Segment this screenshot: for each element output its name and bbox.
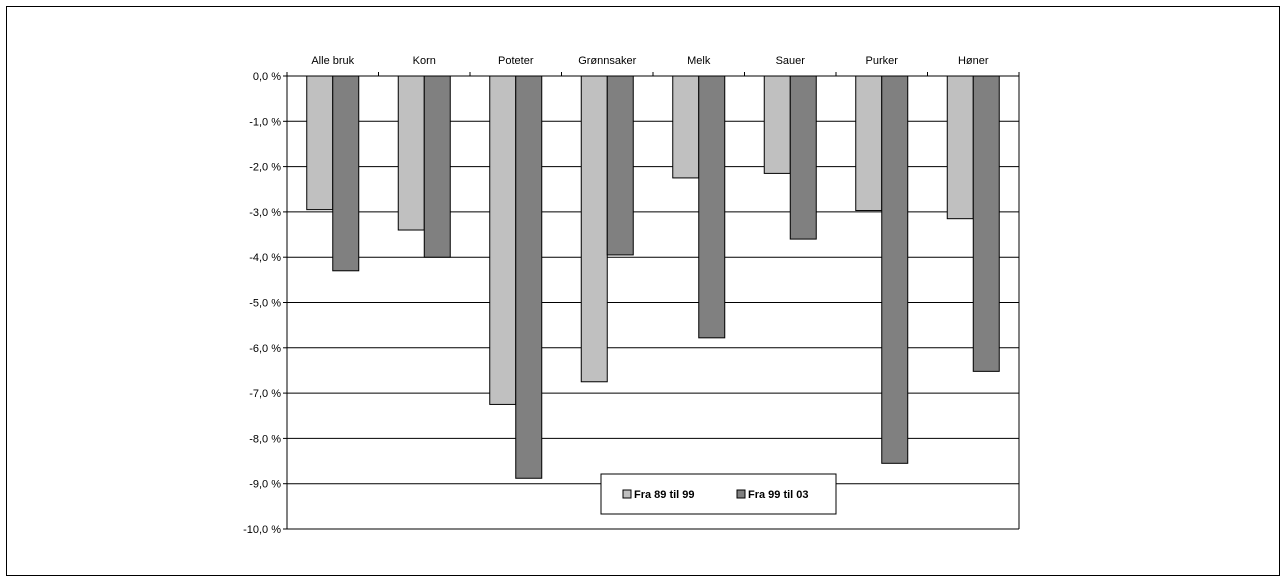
category-label: Melk xyxy=(687,55,711,67)
category-label: Purker xyxy=(866,55,899,67)
bar-fra-89-til-99 xyxy=(855,75,883,212)
y-tick-label: -3,0 % xyxy=(249,207,281,219)
bar-fra-99-til-03 xyxy=(332,75,360,272)
bar-fra-89-til-99 xyxy=(946,75,974,220)
bar-fra-99-til-03 xyxy=(789,75,817,240)
bar-fra-99-til-03 xyxy=(698,75,726,339)
bar-fra-99-til-03 xyxy=(972,75,1000,372)
bar-chart: 0,0 % -1,0 % -2,0 % -3,0 % -4,0 % -5,0 % -6,0 … xyxy=(243,55,1020,536)
legend-box xyxy=(600,473,837,515)
bar-fra-89-til-99 xyxy=(489,75,517,405)
bar-fra-89-til-99 xyxy=(580,75,608,383)
bar-fra-89-til-99 xyxy=(672,75,700,179)
category-label: Grønnsaker xyxy=(578,55,636,67)
y-tick-label: -7,0 % xyxy=(249,388,281,400)
category-label: Poteter xyxy=(498,55,534,67)
y-tick-label: -4,0 % xyxy=(249,252,281,264)
category-label: Alle bruk xyxy=(311,55,354,67)
bar-fra-89-til-99 xyxy=(397,75,425,231)
legend-label: Fra 99 til 03 xyxy=(748,489,809,501)
bar-fra-99-til-03 xyxy=(881,75,909,464)
y-tick-label: -9,0 % xyxy=(249,479,281,491)
bar-fra-89-til-99 xyxy=(306,75,334,211)
legend-swatch xyxy=(736,489,746,499)
bar-fra-89-til-99 xyxy=(763,75,791,174)
bar-fra-99-til-03 xyxy=(515,75,543,479)
legend-label: Fra 89 til 99 xyxy=(634,489,695,501)
bar-fra-99-til-03 xyxy=(606,75,634,256)
category-label: Høner xyxy=(958,55,989,67)
legend-swatch xyxy=(622,489,632,499)
category-label: Korn xyxy=(413,55,436,67)
y-tick-label: -1,0 % xyxy=(249,116,281,128)
y-tick-label: -2,0 % xyxy=(249,162,281,174)
y-tick-label: -10,0 % xyxy=(243,524,281,536)
y-tick-label: -8,0 % xyxy=(249,433,281,445)
y-tick-label: -5,0 % xyxy=(249,298,281,310)
y-tick-label: 0,0 % xyxy=(253,71,281,83)
y-tick-label: -6,0 % xyxy=(249,343,281,355)
bar-fra-99-til-03 xyxy=(423,75,451,258)
category-label: Sauer xyxy=(776,55,806,67)
